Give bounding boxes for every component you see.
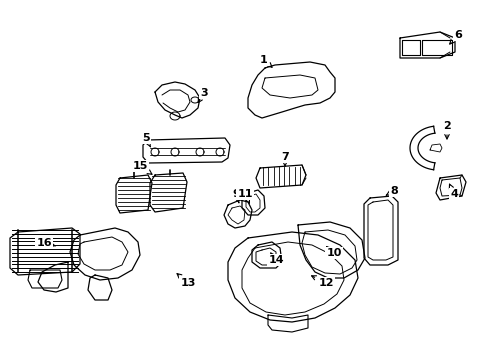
Text: 1: 1: [260, 55, 271, 67]
Text: 15: 15: [132, 161, 152, 174]
Text: 12: 12: [311, 276, 333, 288]
Text: 2: 2: [442, 121, 450, 139]
Text: 8: 8: [386, 186, 397, 196]
Text: 3: 3: [198, 88, 207, 103]
Text: 4: 4: [448, 184, 457, 199]
Text: 7: 7: [281, 152, 288, 166]
Text: 13: 13: [177, 274, 195, 288]
Text: 6: 6: [449, 30, 461, 44]
Text: 5: 5: [142, 133, 150, 147]
Text: 9: 9: [232, 189, 240, 203]
Text: 10: 10: [325, 247, 341, 258]
Text: 11: 11: [237, 189, 252, 203]
Text: 14: 14: [267, 253, 283, 265]
Text: 16: 16: [36, 238, 56, 248]
